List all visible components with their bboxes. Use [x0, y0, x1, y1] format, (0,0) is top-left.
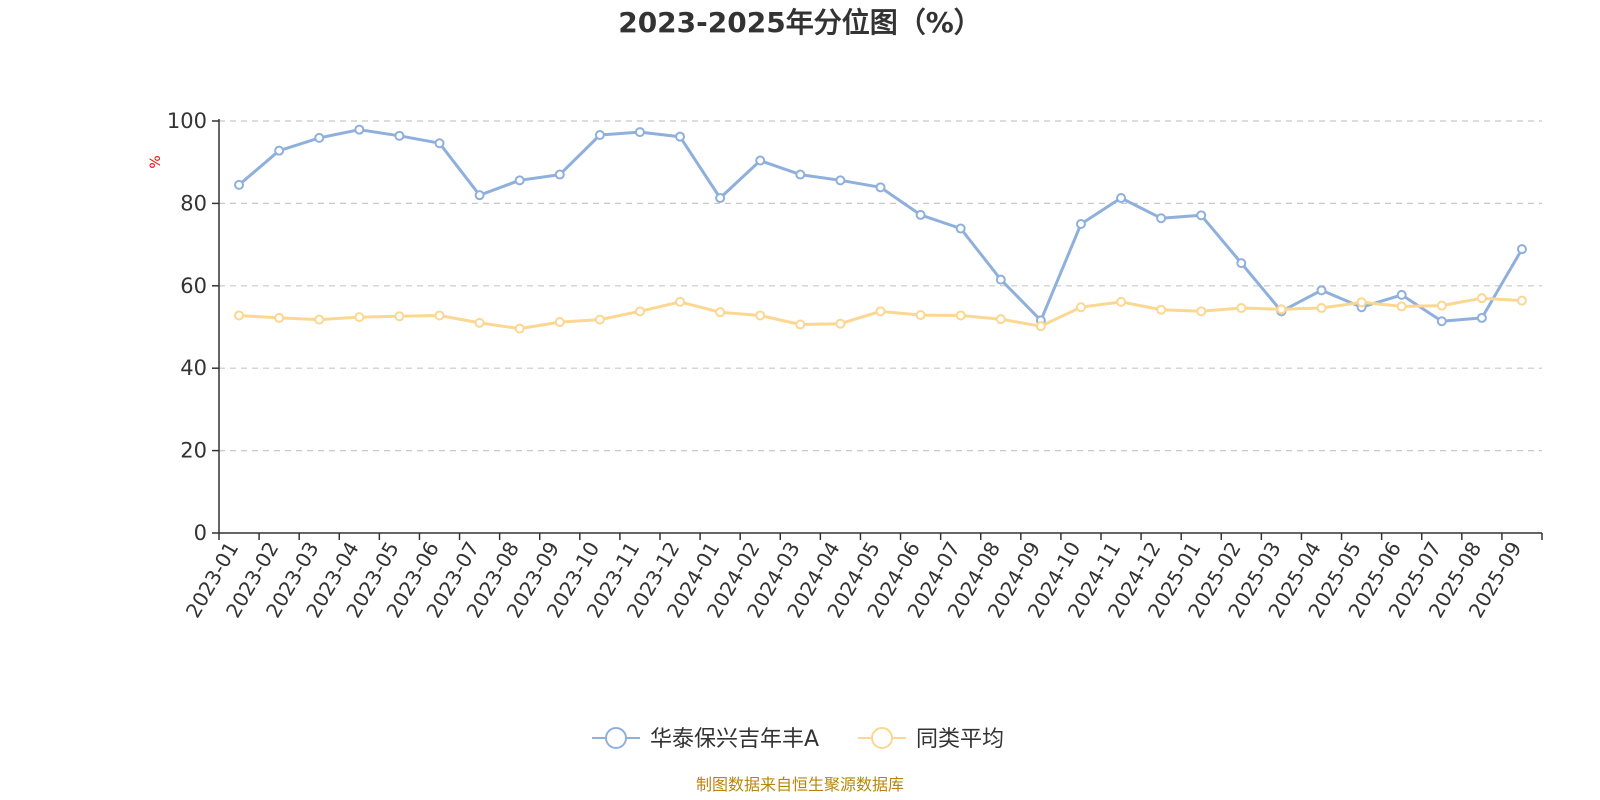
data-point[interactable] — [234, 310, 245, 321]
data-point[interactable] — [795, 169, 806, 180]
legend-label: 华泰保兴吉年丰A — [650, 727, 819, 752]
series-1 — [234, 293, 1527, 334]
x-axis-ticks: 2023-012023-022023-032023-042023-052023-… — [181, 538, 1526, 622]
data-point[interactable] — [434, 310, 445, 321]
y-axis-ticks: 0 20 40 60 80 100 — [167, 109, 207, 545]
data-point[interactable] — [274, 145, 285, 156]
data-point[interactable] — [675, 131, 686, 142]
y-tick-label: 0 — [194, 521, 207, 545]
data-point[interactable] — [755, 310, 766, 321]
data-point[interactable] — [955, 310, 966, 321]
data-point[interactable] — [715, 193, 726, 204]
series-line — [238, 128, 1524, 323]
series-layer — [234, 124, 1527, 334]
data-point[interactable] — [795, 319, 806, 330]
legend-swatch-marker — [871, 727, 893, 749]
data-point[interactable] — [474, 190, 485, 201]
legend-swatch-marker — [605, 727, 627, 749]
data-point[interactable] — [1396, 301, 1407, 312]
data-point[interactable] — [234, 179, 245, 190]
data-point[interactable] — [1116, 193, 1127, 204]
data-point[interactable] — [875, 306, 886, 317]
data-point[interactable] — [1316, 303, 1327, 314]
y-tick-label: 100 — [167, 109, 207, 133]
data-point[interactable] — [1476, 293, 1487, 304]
data-point[interactable] — [1075, 302, 1086, 313]
data-point[interactable] — [1236, 258, 1247, 269]
data-point[interactable] — [554, 317, 565, 328]
data-point[interactable] — [1156, 304, 1167, 315]
data-point[interactable] — [1035, 321, 1046, 332]
data-point[interactable] — [755, 155, 766, 166]
legend[interactable]: 华泰保兴吉年丰A 同类平均 — [592, 727, 1004, 752]
y-tick-label: 80 — [180, 191, 207, 215]
data-point[interactable] — [514, 175, 525, 186]
data-point[interactable] — [394, 311, 405, 322]
data-point[interactable] — [354, 124, 365, 135]
data-source-note: 制图数据来自恒生聚源数据库 — [696, 775, 904, 794]
y-axis-label: % — [148, 155, 164, 168]
series-0 — [234, 124, 1527, 327]
data-point[interactable] — [675, 296, 686, 307]
data-point[interactable] — [314, 314, 325, 325]
data-point[interactable] — [1516, 295, 1527, 306]
data-point[interactable] — [634, 127, 645, 138]
y-tick-label: 40 — [180, 356, 207, 380]
data-point[interactable] — [474, 317, 485, 328]
data-point[interactable] — [394, 130, 405, 141]
data-point[interactable] — [1396, 289, 1407, 300]
data-point[interactable] — [1316, 285, 1327, 296]
data-point[interactable] — [314, 132, 325, 143]
data-point[interactable] — [1196, 210, 1207, 221]
legend-item-0[interactable]: 华泰保兴吉年丰A — [592, 727, 819, 752]
y-tick-label: 60 — [180, 274, 207, 298]
data-point[interactable] — [915, 209, 926, 220]
data-point[interactable] — [1075, 219, 1086, 229]
axes — [212, 119, 1543, 540]
data-point[interactable] — [1436, 300, 1447, 311]
data-point[interactable] — [1196, 306, 1207, 317]
data-point[interactable] — [354, 312, 365, 323]
data-point[interactable] — [1156, 213, 1167, 224]
data-point[interactable] — [1276, 304, 1287, 315]
data-point[interactable] — [1356, 297, 1367, 308]
data-point[interactable] — [434, 138, 445, 149]
data-point[interactable] — [875, 182, 886, 193]
chart-title: 2023-2025年分位图（%） — [618, 6, 982, 39]
grid-lines — [219, 120, 1542, 452]
data-point[interactable] — [835, 318, 846, 329]
data-point[interactable] — [1436, 316, 1447, 327]
data-point[interactable] — [1476, 312, 1487, 323]
data-point[interactable] — [715, 307, 726, 318]
data-point[interactable] — [634, 306, 645, 317]
legend-item-1[interactable]: 同类平均 — [858, 727, 1004, 752]
data-point[interactable] — [995, 274, 1006, 285]
legend-label: 同类平均 — [916, 727, 1004, 752]
y-tick-label: 20 — [180, 439, 207, 463]
data-point[interactable] — [274, 312, 285, 323]
data-point[interactable] — [594, 130, 605, 141]
data-point[interactable] — [1116, 296, 1127, 307]
data-point[interactable] — [955, 223, 966, 234]
data-point[interactable] — [1516, 244, 1527, 255]
data-point[interactable] — [915, 310, 926, 321]
data-point[interactable] — [594, 314, 605, 325]
data-point[interactable] — [995, 314, 1006, 325]
data-point[interactable] — [554, 169, 565, 180]
data-point[interactable] — [835, 175, 846, 186]
data-point[interactable] — [514, 323, 525, 334]
data-point[interactable] — [1236, 303, 1247, 314]
